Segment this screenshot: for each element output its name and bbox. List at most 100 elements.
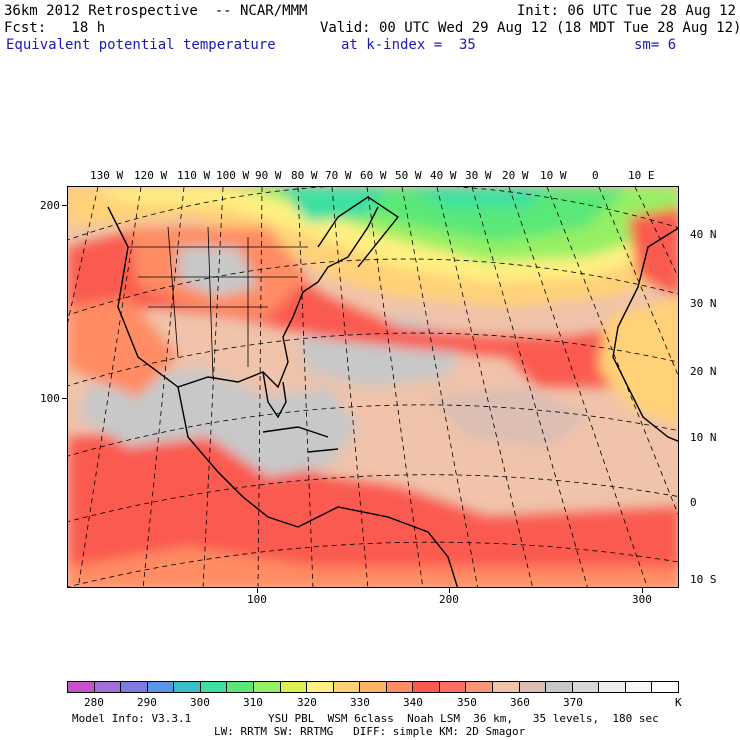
state-lines (128, 226, 308, 378)
colorbar-label: 330 (350, 696, 370, 709)
grey-zone-east (428, 387, 588, 447)
lon-label: 130 W (90, 169, 124, 182)
grid-y-label: 200 (40, 199, 60, 212)
coastlines (107, 196, 678, 587)
diffusion-info: LW: RRTM SW: RRTMG DIFF: simple KM: 2D S… (214, 725, 526, 738)
west-pink (68, 297, 178, 397)
lon-label: 40 W (430, 169, 457, 182)
x-tick (449, 588, 450, 593)
physics-info: YSU PBL WSM 6class Noah LSM 36 km, 35 le… (268, 712, 659, 725)
lat-label: 0 (690, 496, 697, 509)
y-tick (62, 205, 67, 206)
lat-label: 10 N (690, 431, 717, 444)
lon-label: 110 W (177, 169, 211, 182)
colorbar-swatch (546, 682, 573, 692)
map-canvas (68, 187, 678, 587)
colorbar-swatch (625, 682, 653, 692)
lon-line (634, 187, 678, 278)
lon-label: 90 W (255, 169, 282, 182)
colorbar-label: 350 (457, 696, 477, 709)
y-tick (62, 398, 67, 399)
colorbar-swatch (94, 682, 122, 692)
colorbar-swatch (147, 682, 175, 692)
lat-line (68, 474, 678, 523)
lon-line (257, 187, 263, 587)
init-time: Init: 06 UTC Tue 28 Aug 12 (516, 3, 736, 19)
lon-label: 50 W (395, 169, 422, 182)
colorbar-swatch (68, 682, 95, 692)
colorbar-swatch (652, 682, 678, 692)
x-tick (642, 588, 643, 593)
colorbar-swatch (519, 682, 547, 692)
forecast-hour: Fcst: 18 h (4, 20, 106, 36)
theta-e-map (67, 186, 679, 588)
x-tick (257, 588, 258, 593)
europe-red (628, 207, 678, 297)
colorbar-swatch (439, 682, 467, 692)
field-name: Equivalent potential temperature (6, 37, 276, 53)
lon-line (436, 187, 533, 587)
lon-label: 120 W (134, 169, 168, 182)
smoothing-info: sm= 6 (634, 37, 677, 53)
cuba-coast (262, 426, 329, 438)
colorbar-label: 360 (510, 696, 530, 709)
model-title: 36km 2012 Retrospective -- NCAR/MMM (4, 3, 308, 19)
colorbar-label: 370 (563, 696, 583, 709)
lon-line (598, 187, 678, 376)
model-info: Model Info: V3.3.1 (72, 712, 192, 725)
grid-x-label: 100 (247, 593, 267, 606)
lon-line (202, 187, 224, 587)
central-america-coast (177, 386, 299, 528)
lon-label: 80 W (291, 169, 318, 182)
us-plains-grey (178, 247, 258, 297)
lat-label: 10 S (690, 573, 717, 586)
colorbar-swatch (360, 682, 387, 692)
colorbar-label: 290 (137, 696, 157, 709)
colorbar-swatch (572, 682, 600, 692)
lon-label: 10 W (540, 169, 567, 182)
colorbar-swatch (493, 682, 520, 692)
colorbar-swatch (307, 682, 334, 692)
lon-line (546, 187, 678, 516)
lat-line (68, 332, 678, 387)
lat-label: 30 N (690, 297, 717, 310)
colorbar-swatch (227, 682, 254, 692)
colorbar-swatch (200, 682, 228, 692)
valid-time: Valid: 00 UTC Wed 29 Aug 12 (18 MDT Tue … (320, 20, 740, 36)
lon-label: 70 W (325, 169, 352, 182)
na-coast (107, 206, 379, 389)
colorbar-label: 310 (243, 696, 263, 709)
grid-y-label: 100 (40, 392, 60, 405)
lat-label: 20 N (690, 365, 717, 378)
colorbar-unit: K (675, 696, 682, 709)
colorbar-swatch (599, 682, 626, 692)
lon-line (297, 187, 314, 587)
colorbar-swatch (466, 682, 493, 692)
lat-label: 40 N (690, 228, 717, 241)
lon-line (142, 187, 185, 587)
sa-coast (297, 506, 459, 587)
colorbar-swatch (280, 682, 308, 692)
lon-line (366, 187, 424, 587)
colorbar-label: 320 (297, 696, 317, 709)
north-cyan (278, 187, 388, 222)
colorbar-swatch (386, 682, 414, 692)
graticule (68, 187, 678, 587)
colorbar-label: 340 (403, 696, 423, 709)
colorbar-swatch (174, 682, 201, 692)
lon-label: 20 W (502, 169, 529, 182)
hispaniola-coast (307, 448, 339, 453)
lat-line (68, 541, 678, 587)
level-info: at k-index = 35 (341, 37, 476, 53)
south-edge (68, 547, 678, 587)
colorbar-label: 300 (190, 696, 210, 709)
grid-x-label: 300 (632, 593, 652, 606)
lat-line (68, 258, 678, 316)
colorbar-swatch (333, 682, 361, 692)
lon-label: 0 (592, 169, 599, 182)
lon-line (471, 187, 588, 587)
lon-label: 100 W (216, 169, 250, 182)
canada-coast (317, 196, 400, 268)
lat-line (68, 404, 678, 457)
florida-coast (262, 371, 287, 419)
